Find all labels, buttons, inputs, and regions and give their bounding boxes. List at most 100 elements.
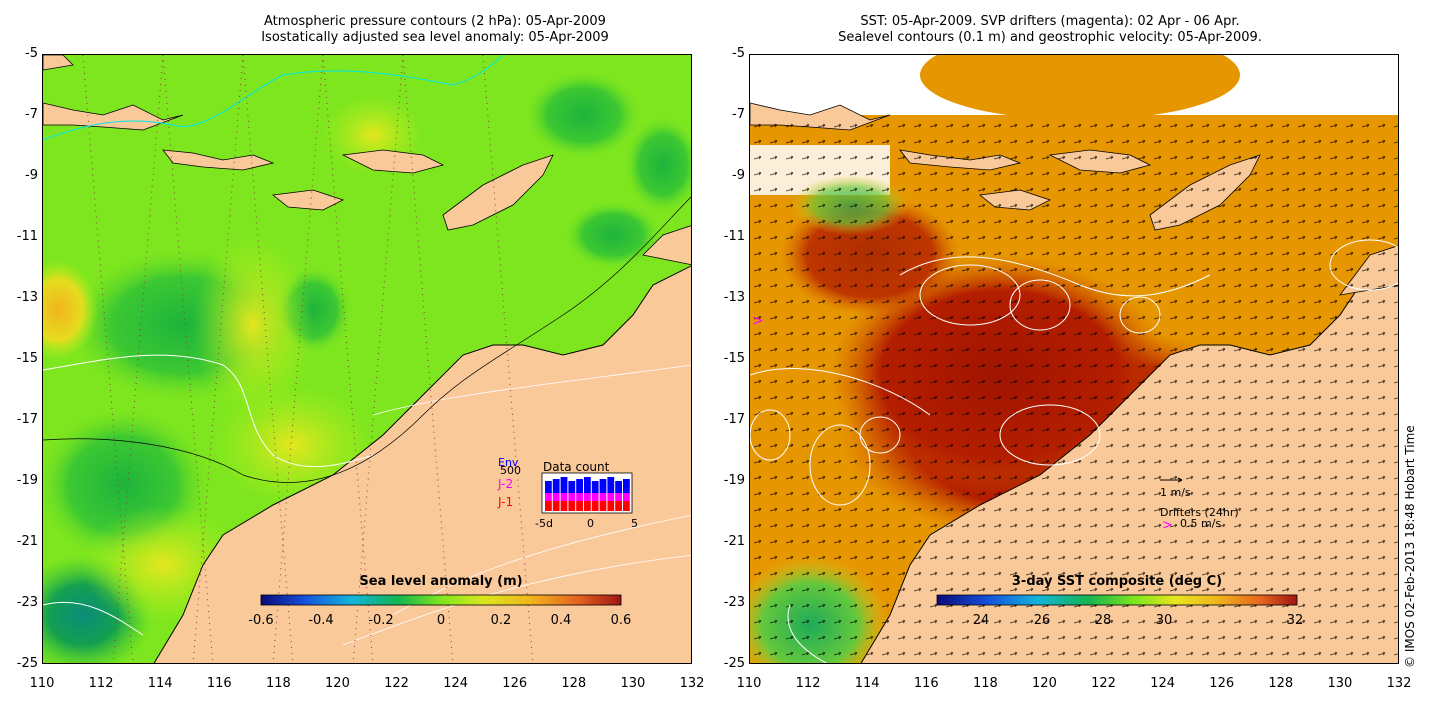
left-y-tick: -7 [25,107,38,122]
legend-500: 500 [500,464,521,477]
inset-bar-segment [599,493,607,501]
right-y-tick: -13 [723,290,745,305]
right-x-tick: 114 [854,676,880,691]
sst-map-svg: > 1 m/s Drifters (24hr) > 0.5 m/s 3-day … [750,55,1398,663]
sea-level-contours [750,239,1398,663]
left-y-tick: -23 [16,595,38,610]
right-x-tick: 128 [1268,676,1294,691]
inset-bar-segment [552,501,560,511]
inset-bar-segment [607,477,615,493]
right-x-tick: 124 [1150,676,1176,691]
sst-colorbar-tick: 28 [1095,613,1112,628]
left-y-tick: -11 [16,229,38,244]
left-title-line2: Isostatically adjusted sea level anomaly… [261,30,609,45]
left-y-tick: -19 [16,473,38,488]
sla-colorbar-tick: 0 [437,613,445,628]
australia-landmass [153,265,691,663]
velocity-legend: 1 m/s [1160,477,1191,499]
inset-bar-segment [545,501,552,511]
sla-high-blob [193,235,313,415]
sea-level-anomaly-map[interactable]: Data count Env 500 J-2 J-1 -5d 0 5 Sea l… [42,54,692,664]
sst-colorbar-tick: 26 [1034,613,1051,628]
flores-island [341,149,445,174]
inset-bar-segment [591,481,599,493]
inset-bar-segment [591,493,599,501]
inset-bar-segment [607,501,615,511]
sla-colorbar-tick: 0.6 [611,613,632,628]
inset-bar-segment [560,477,568,493]
sst-colorbar: 3-day SST composite (deg C) 24 26 28 30 … [936,574,1304,628]
sst-map[interactable]: > 1 m/s Drifters (24hr) > 0.5 m/s 3-day … [749,54,1399,664]
inset-bar-segment [576,479,583,493]
inset-x-tick: 5 [631,517,638,530]
right-x-tick: 126 [1209,676,1235,691]
copyright-notice: © IMOS 02-Feb-2013 18:48 Hobart Time [1403,425,1417,668]
left-x-tick: 116 [206,676,232,691]
data-count-title: Data count [543,460,610,474]
right-map-title: SST: 05-Apr-2009. SVP drifters (magenta)… [700,14,1400,46]
legend-j2: J-2 [497,477,513,491]
inset-bar-segment [576,501,583,511]
inset-bar-segment [545,481,552,493]
left-y-tick: -9 [25,168,38,183]
left-x-tick: 118 [265,676,291,691]
sla-low-blob [523,70,643,160]
geostrophic-velocity-field [750,115,1398,663]
sst-colorbar-gradient [936,594,1298,606]
left-x-tick: 114 [147,676,173,691]
sla-colorbar-tick: -0.2 [368,613,393,628]
sla-map-svg: Data count Env 500 J-2 J-1 -5d 0 5 Sea l… [43,55,691,663]
right-x-tick: 132 [1386,676,1412,691]
left-x-tick: 126 [502,676,528,691]
legend-j1: J-1 [497,495,513,509]
inset-bar-segment [545,493,552,501]
right-y-tick: -21 [723,534,745,549]
inset-bar-segment [615,493,622,501]
left-x-tick: 124 [443,676,469,691]
right-y-tick: -17 [723,412,745,427]
right-title-line2: Sealevel contours (0.1 m) and geostrophi… [838,30,1262,45]
sst-colorbar-title: 3-day SST composite (deg C) [1012,574,1222,589]
drifter-track: > [752,313,764,329]
inset-bar-segment [552,493,560,501]
right-x-tick: 116 [913,676,939,691]
right-x-tick: 112 [795,676,821,691]
inset-bar-segment [615,481,622,493]
left-x-tick: 128 [561,676,587,691]
right-y-tick: -19 [723,473,745,488]
inset-bar-segment [568,481,576,493]
inset-bar-segment [591,501,599,511]
right-x-tick: 122 [1091,676,1116,691]
shelf-contour [43,196,691,483]
left-x-tick: 122 [384,676,409,691]
inset-x-tick: -5d [535,517,553,530]
sla-low-blob [623,115,691,215]
sla-high-blob [43,260,98,360]
satellite-tracks [82,55,534,663]
pressure-contour [43,354,374,467]
right-y-tick: -7 [732,107,745,122]
right-y-tick: -23 [723,595,745,610]
timor-island [442,154,554,231]
velocity-legend-arrow [1160,477,1183,483]
sla-colorbar-title: Sea level anomaly (m) [359,574,522,589]
inset-bar-segment [584,493,591,501]
sla-colorbar-tick: 0.2 [491,613,512,628]
right-y-tick: -15 [723,351,745,366]
sst-colorbar-tick: 32 [1287,613,1304,628]
drifter-legend: Drifters (24hr) > 0.5 m/s [1160,506,1239,533]
sst-colorbar-tick: 24 [973,613,990,628]
sla-colorbar: Sea level anomaly (m) -0.6 -0.4 -0.2 0 0… [248,574,631,628]
sst-warm-band [920,55,1240,120]
left-x-tick: 132 [679,676,705,691]
inset-bar-segment [568,493,576,501]
inset-x-tick: 0 [587,517,594,530]
velocity-legend-label: 1 m/s [1160,486,1191,499]
inset-bar-segment [560,501,568,511]
lesser-sunda-islands [162,149,275,171]
left-x-tick: 112 [88,676,114,691]
right-y-tick: -9 [732,168,745,183]
left-x-tick: 130 [620,676,646,691]
left-y-tick: -25 [16,656,38,671]
inset-bar-segment [615,501,622,511]
